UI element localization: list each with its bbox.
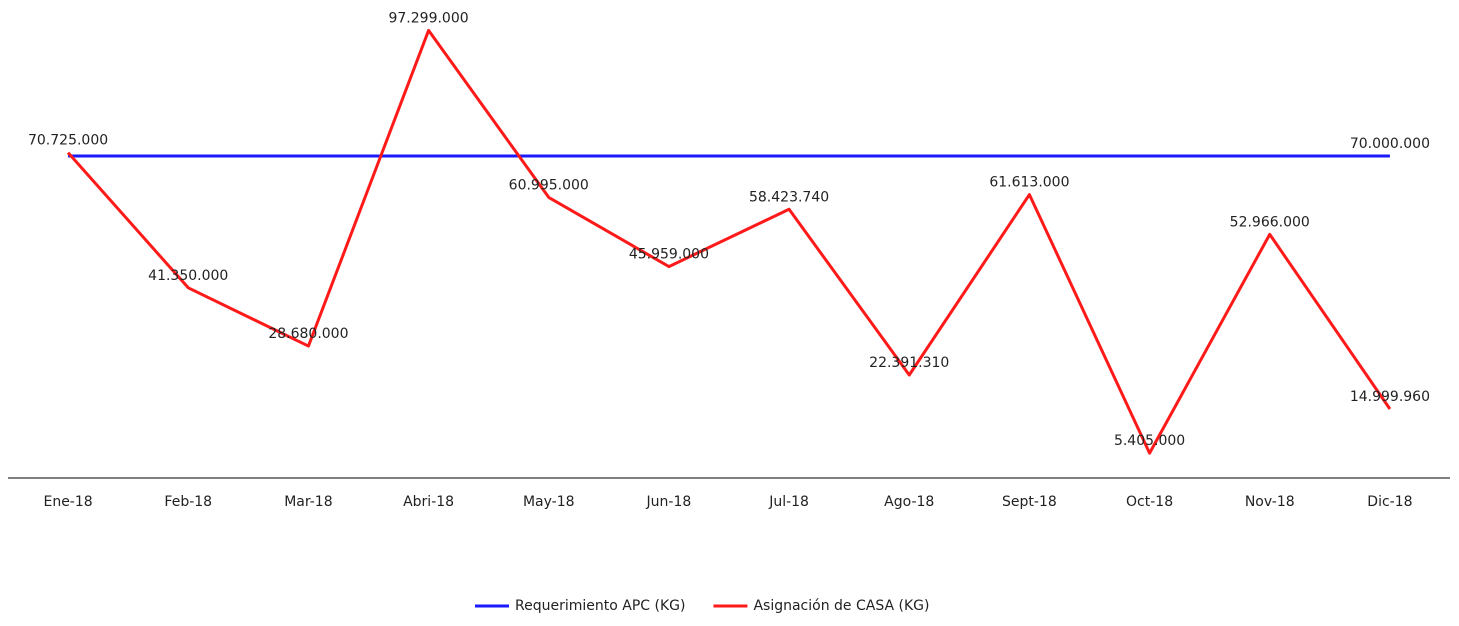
data-label: 52.966.000 [1230, 214, 1310, 230]
x-tick-label: Feb-18 [164, 494, 212, 510]
data-label: 45.959.000 [629, 247, 709, 263]
x-tick-label: Abri-18 [403, 494, 454, 510]
data-label: 14.999.960 [1350, 389, 1430, 405]
data-label: 60.995.000 [509, 177, 589, 193]
data-label: 70.725.000 [28, 133, 108, 149]
legend-label: Asignación de CASA (KG) [753, 598, 929, 614]
legend-label: Requerimiento APC (KG) [515, 598, 685, 614]
x-tick-label: Jun-18 [646, 494, 692, 510]
x-tick-label: Jul-18 [768, 494, 809, 510]
x-tick-label: Nov-18 [1245, 494, 1295, 510]
data-label: 22.391.310 [869, 355, 949, 371]
data-label: 58.423.740 [749, 189, 829, 205]
x-tick-label: May-18 [523, 494, 575, 510]
data-label: 28.680.000 [268, 326, 348, 342]
data-label: 97.299.000 [388, 10, 468, 26]
x-tick-label: Sept-18 [1002, 494, 1057, 510]
series-line [66, 28, 1392, 455]
x-tick-label: Ene-18 [43, 494, 92, 510]
x-tick-label: Ago-18 [884, 494, 934, 510]
data-label: 61.613.000 [989, 175, 1069, 191]
data-label: 5.405.000 [1114, 433, 1185, 449]
x-tick-label: Dic-18 [1367, 494, 1412, 510]
x-tick-label: Oct-18 [1126, 494, 1173, 510]
data-label: 70.000.000 [1350, 136, 1430, 152]
data-label: 41.350.000 [148, 268, 228, 284]
x-tick-label: Mar-18 [284, 494, 332, 510]
